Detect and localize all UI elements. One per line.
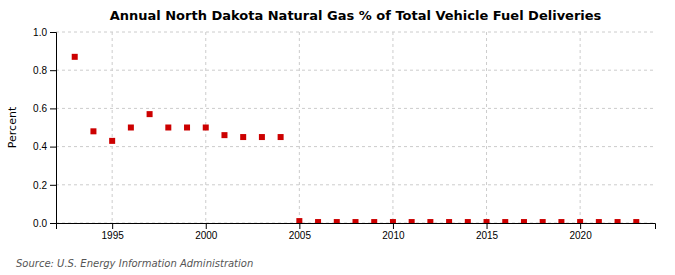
tick: 0.8 bbox=[33, 65, 56, 76]
point bbox=[128, 125, 134, 131]
axis-line bbox=[50, 33, 57, 224]
point bbox=[72, 54, 78, 60]
point bbox=[109, 138, 115, 144]
point bbox=[427, 219, 433, 223]
tick: 2005 bbox=[289, 223, 312, 241]
tick-label: 1995 bbox=[102, 230, 125, 241]
grid-line bbox=[56, 184, 655, 185]
tick: 1.0 bbox=[33, 27, 56, 38]
tick-label: 2020 bbox=[570, 230, 593, 241]
point bbox=[334, 219, 340, 223]
tick-mark bbox=[50, 185, 56, 186]
point bbox=[278, 134, 284, 140]
point bbox=[259, 134, 265, 140]
point bbox=[558, 219, 564, 223]
point bbox=[147, 111, 153, 117]
tick-mark bbox=[580, 223, 581, 229]
point bbox=[540, 219, 546, 223]
title: Annual North Dakota Natural Gas % of Tot… bbox=[110, 8, 602, 23]
tick-mark bbox=[393, 223, 394, 229]
point bbox=[615, 219, 621, 223]
point bbox=[165, 125, 171, 131]
y-axis: 0.0 0.2 0.4 0.6 0.8 1.0 bbox=[33, 27, 56, 229]
points bbox=[72, 54, 640, 223]
tick: 2000 bbox=[195, 223, 218, 241]
grid-line bbox=[56, 108, 655, 109]
point bbox=[353, 219, 359, 223]
tick-mark bbox=[50, 32, 56, 33]
grid-line bbox=[486, 32, 487, 223]
tick-label: 0.6 bbox=[33, 103, 47, 114]
point bbox=[90, 128, 96, 134]
tick-mark bbox=[206, 223, 207, 229]
grid-line bbox=[112, 32, 113, 223]
point bbox=[409, 219, 415, 223]
grid-line bbox=[56, 70, 655, 71]
plot: 1995 2000 2005 2010 2015 2020 0.0 0.2 0.4 0.6 0.8 1… bbox=[33, 27, 655, 241]
tick-label: 0.2 bbox=[33, 180, 47, 191]
tick-label: 1.0 bbox=[33, 27, 47, 38]
tick: 0.2 bbox=[33, 180, 56, 191]
y-axis-title: Percent bbox=[6, 106, 19, 148]
grid-line bbox=[299, 32, 300, 223]
point bbox=[184, 125, 190, 131]
point bbox=[240, 134, 246, 140]
point bbox=[596, 219, 602, 223]
tick-mark bbox=[50, 108, 56, 109]
point bbox=[502, 219, 508, 223]
tick-label: 2005 bbox=[289, 230, 312, 241]
grid bbox=[56, 32, 655, 223]
point bbox=[221, 132, 227, 138]
tick-mark bbox=[112, 223, 113, 229]
tick-mark bbox=[487, 223, 488, 229]
point bbox=[296, 218, 302, 223]
point bbox=[633, 219, 639, 223]
grid-line bbox=[580, 32, 581, 223]
axis-line bbox=[57, 224, 656, 230]
tick-mark bbox=[50, 147, 56, 148]
chart: 1995 2000 2005 2010 2015 2020 0.0 0.2 0.4 0.6 0.8 1… bbox=[0, 0, 675, 275]
tick: 0.4 bbox=[33, 141, 56, 152]
tick-mark bbox=[299, 223, 300, 229]
tick: 0.0 bbox=[33, 218, 56, 229]
point bbox=[446, 219, 452, 223]
tick: 1995 bbox=[102, 223, 125, 241]
annotation: Source: U.S. Energy Information Administ… bbox=[16, 258, 253, 269]
grid-line bbox=[56, 32, 655, 33]
tick-label: 2010 bbox=[382, 230, 405, 241]
grid-line bbox=[56, 146, 655, 147]
tick-mark bbox=[50, 70, 56, 71]
tick-label: 0.4 bbox=[33, 141, 47, 152]
tick-label: 0.8 bbox=[33, 65, 47, 76]
grid-line bbox=[392, 32, 393, 223]
tick-mark bbox=[50, 223, 56, 224]
point bbox=[315, 219, 321, 223]
point bbox=[371, 219, 377, 223]
point bbox=[203, 125, 209, 131]
point bbox=[465, 219, 471, 223]
point bbox=[484, 219, 490, 223]
tick: 0.6 bbox=[33, 103, 56, 114]
tick: 2015 bbox=[476, 223, 499, 241]
tick: 2020 bbox=[570, 223, 593, 241]
point bbox=[577, 219, 583, 223]
x-axis: 1995 2000 2005 2010 2015 2020 bbox=[57, 223, 656, 241]
point bbox=[390, 219, 396, 223]
tick-label: 0.0 bbox=[33, 218, 47, 229]
tick: 2010 bbox=[382, 223, 405, 241]
tick-label: 2000 bbox=[195, 230, 218, 241]
point bbox=[521, 219, 527, 223]
tick-label: 2015 bbox=[476, 230, 499, 241]
